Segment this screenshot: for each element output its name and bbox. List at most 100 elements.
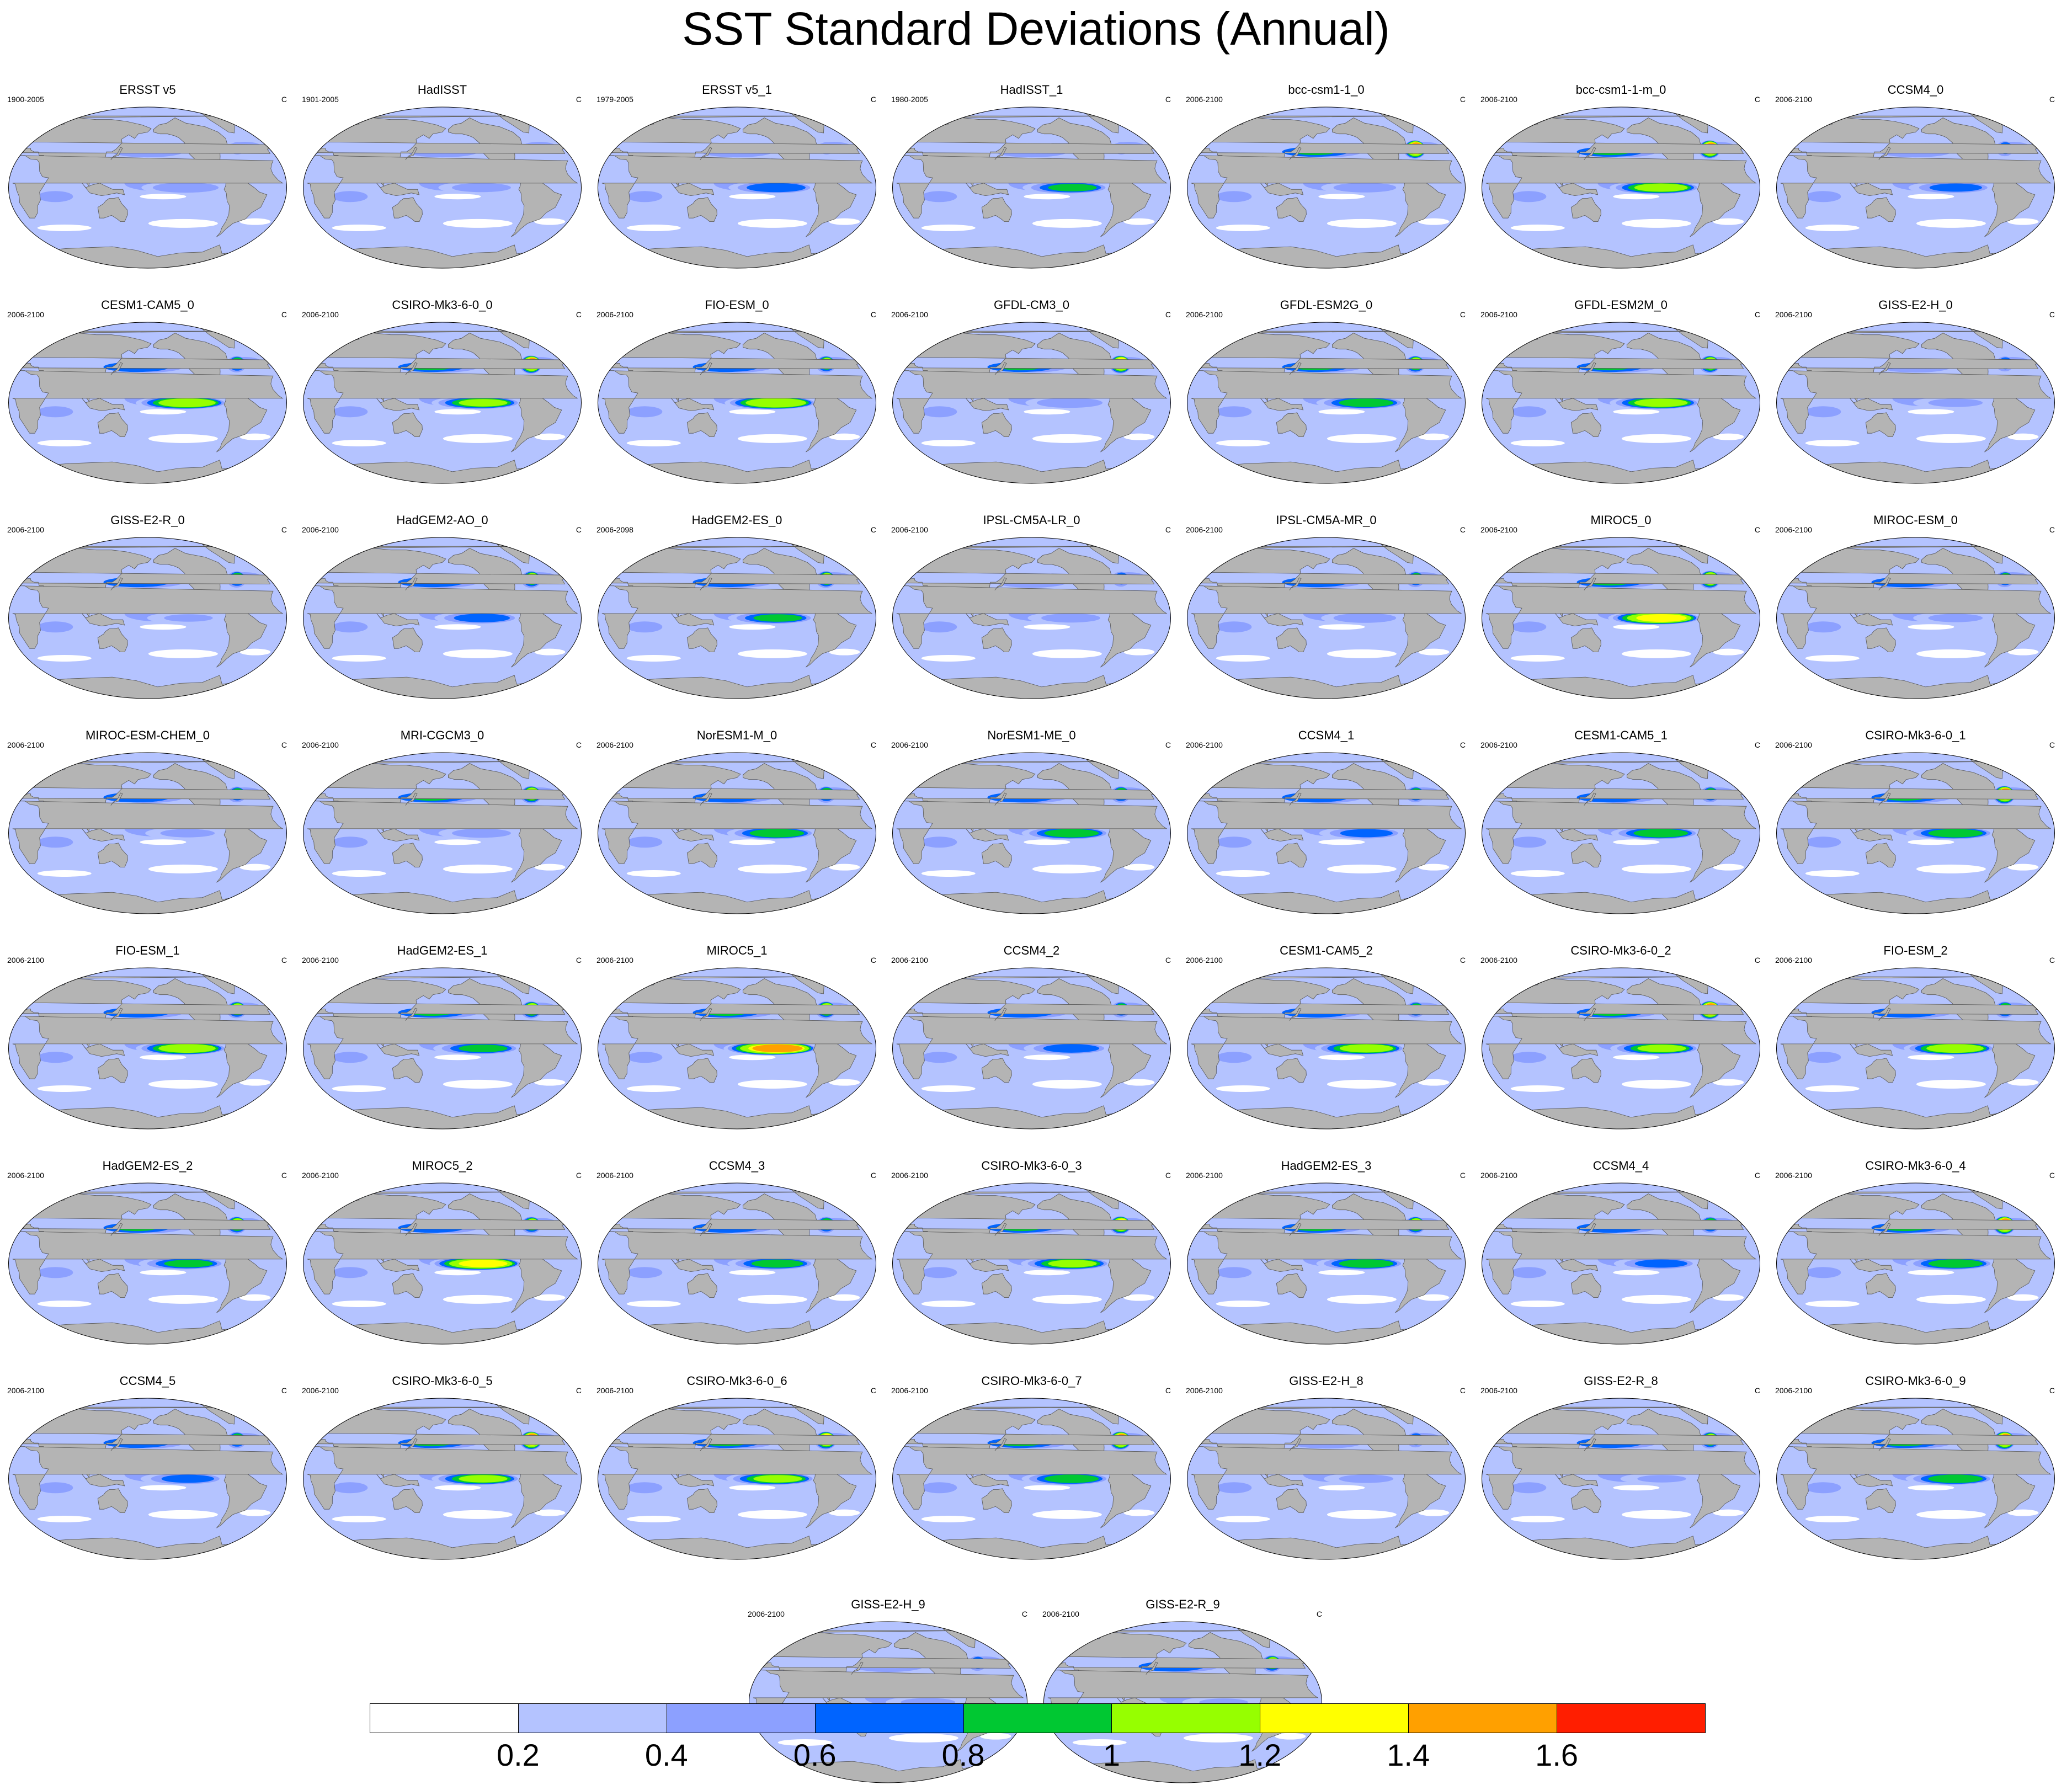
panel-period: 2006-2100 xyxy=(7,1171,44,1180)
landmass-australia xyxy=(1865,627,1896,652)
landmass-indonesia xyxy=(1260,1043,1304,1057)
map-outline xyxy=(303,1182,582,1345)
landmass-south-america xyxy=(1690,823,1741,883)
world-map xyxy=(892,1398,1171,1560)
low-variability-patch xyxy=(1318,624,1365,630)
panel-map xyxy=(1773,1181,2058,1346)
low-variability-patch xyxy=(1418,648,1450,656)
landmass-japan xyxy=(110,792,123,806)
landmass-south-america xyxy=(1395,608,1446,668)
low-variability-patch xyxy=(1123,864,1155,871)
low-variability-patch xyxy=(1327,649,1397,658)
landmass-australia xyxy=(97,197,128,222)
world-map xyxy=(8,752,287,914)
landmass-south-america xyxy=(806,608,857,668)
panel-units: C xyxy=(1754,1386,1760,1395)
panel-map xyxy=(595,320,879,486)
map-outline xyxy=(8,1182,287,1345)
panel-period: 2006-2100 xyxy=(891,525,928,534)
map-outline xyxy=(1776,106,2055,269)
landmass-australia xyxy=(392,1058,423,1083)
landmass-indonesia xyxy=(1555,398,1599,412)
panel-map xyxy=(1773,535,2058,701)
map-panel: CESM1-CAM5_1 2006-2100 C xyxy=(1476,728,1766,916)
enso-tongue-contour xyxy=(1636,614,1687,622)
low-variability-patch xyxy=(140,194,187,200)
low-variability-patch xyxy=(729,624,776,630)
landmass-africa xyxy=(1780,801,2052,864)
landmass-south-america xyxy=(1100,823,1152,883)
moderate-variability-band xyxy=(627,1052,663,1063)
map-outline xyxy=(8,106,287,269)
panel-units: C xyxy=(1165,1386,1171,1395)
landmass-africa xyxy=(1191,370,1462,434)
landmass-africa xyxy=(1191,1446,1462,1510)
world-map xyxy=(1187,322,1466,484)
enso-tongue-contour xyxy=(1044,829,1099,838)
low-variability-patch xyxy=(443,434,513,443)
panel-period: 2006-2100 xyxy=(7,740,44,749)
landmass-australia xyxy=(1570,1488,1601,1513)
panel-title: NorESM1-ME_0 xyxy=(987,728,1076,742)
landmass-indonesia xyxy=(1260,183,1304,196)
moderate-variability-band xyxy=(627,1267,663,1278)
colorbar-tick-label: 1 xyxy=(1102,1738,1121,1772)
map-outline xyxy=(303,322,582,484)
panel-units: C xyxy=(1460,1386,1466,1395)
moderate-variability-band xyxy=(1511,1482,1547,1494)
map-panel: bcc-csm1-1_0 2006-2100 C xyxy=(1181,83,1471,270)
landmass-australia xyxy=(392,843,423,867)
panel-period: 2006-2100 xyxy=(302,956,339,965)
low-variability-patch xyxy=(332,1301,386,1307)
low-variability-patch xyxy=(1908,194,1954,200)
low-variability-patch xyxy=(1418,864,1450,871)
low-variability-patch xyxy=(1805,1301,1860,1307)
world-map xyxy=(303,106,582,269)
landmass-indonesia xyxy=(1555,613,1599,627)
low-variability-patch xyxy=(829,218,860,225)
world-map xyxy=(303,1182,582,1345)
landmass-south-america xyxy=(216,1038,268,1098)
landmass-indonesia xyxy=(1850,1474,1893,1488)
enso-tongue-contour xyxy=(1928,1259,1983,1268)
low-variability-patch xyxy=(737,1079,807,1089)
map-panel: CSIRO-Mk3-6-0_2 2006-2100 C xyxy=(1476,944,1766,1131)
map-panel: MIROC-ESM-CHEM_0 2006-2100 C xyxy=(3,728,292,916)
landmass-japan xyxy=(1584,577,1596,590)
low-variability-patch xyxy=(1713,1079,1744,1086)
landmass-south-america xyxy=(1395,823,1446,883)
panel-period: 2006-2100 xyxy=(1775,740,1812,749)
map-panel: GISS-E2-R_9 2006-2100 C xyxy=(1038,1597,1328,1785)
panel-title: CSIRO-Mk3-6-0_2 xyxy=(1570,944,1671,957)
panel-period: 2006-2100 xyxy=(1186,310,1223,319)
low-variability-patch xyxy=(1805,870,1860,877)
landmass-japan xyxy=(405,1008,418,1021)
landmass-south-america xyxy=(1984,823,2036,883)
panel-map xyxy=(1479,966,1763,1131)
colorbar-segment xyxy=(666,1703,816,1733)
panel-period: 2006-2100 xyxy=(7,956,44,965)
low-variability-patch xyxy=(1713,218,1744,225)
low-variability-patch xyxy=(1916,864,1986,873)
colorbar-tick-label: 0.6 xyxy=(793,1738,837,1772)
landmass-australia xyxy=(392,1273,423,1298)
landmass-africa xyxy=(12,585,284,649)
map-panel: CSIRO-Mk3-6-0_5 2006-2100 C xyxy=(297,1374,587,1562)
colorbar-tick-label: 0.8 xyxy=(941,1738,985,1772)
panel-period: 2006-2100 xyxy=(302,740,339,749)
map-outline xyxy=(1776,752,2055,914)
low-variability-patch xyxy=(777,1739,832,1746)
panel-units: C xyxy=(870,525,876,534)
low-variability-patch xyxy=(1024,1270,1070,1276)
panel-map xyxy=(300,1396,584,1562)
panel-map xyxy=(1773,320,2058,486)
panel-units: C xyxy=(870,956,876,965)
landmass-australia xyxy=(1570,412,1601,437)
landmass-indonesia xyxy=(1260,828,1304,842)
landmass-africa xyxy=(1191,155,1462,219)
map-panel: GFDL-ESM2M_0 2006-2100 C xyxy=(1476,298,1766,486)
enso-tongue-contour xyxy=(1634,1259,1688,1268)
panel-period: 2006-2100 xyxy=(891,956,928,965)
world-map xyxy=(1482,537,1760,699)
low-variability-patch xyxy=(921,870,976,877)
